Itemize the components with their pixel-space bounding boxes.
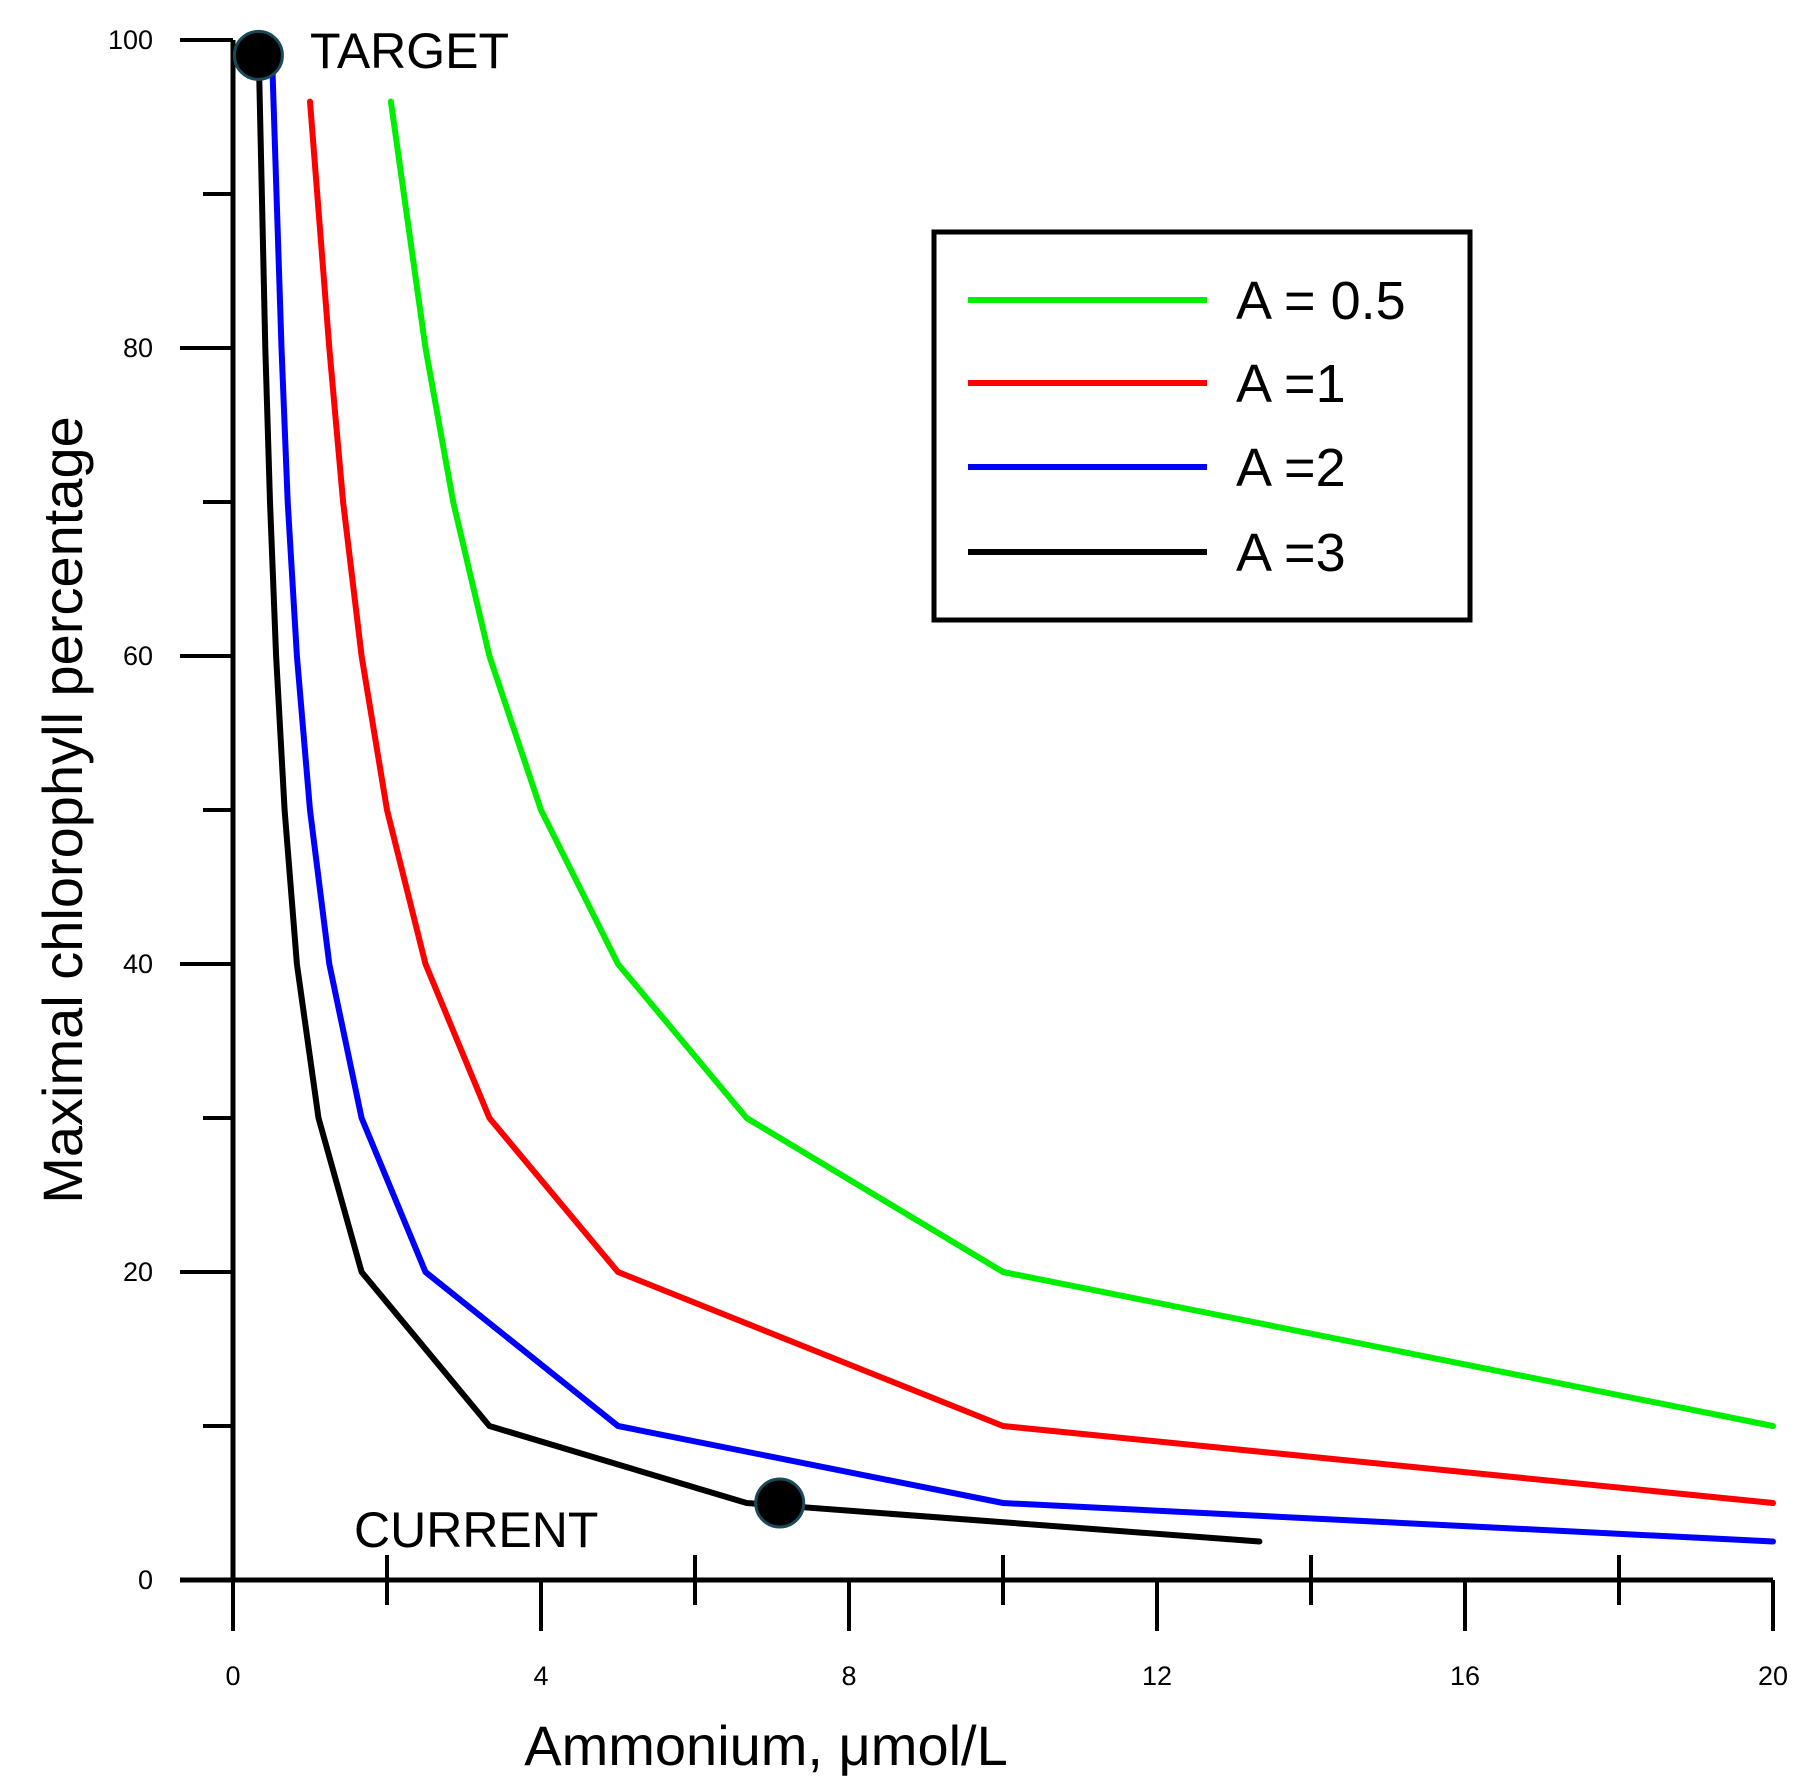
y-axis-title: Maximal chlorophyll percentage	[31, 416, 94, 1204]
legend-label-a1: A =1	[1236, 354, 1346, 414]
markers-layer	[232, 29, 806, 1529]
legend-box	[931, 229, 1473, 623]
legend-label-a3: A =3	[1236, 523, 1346, 583]
x-tick-label: 12	[1142, 1661, 1172, 1691]
annotation-target-marker	[232, 29, 284, 81]
y-tick-label: 80	[123, 333, 153, 363]
series-line-a2	[268, 37, 1776, 1545]
y-tick-label: 40	[123, 949, 153, 979]
x-tick-label: 8	[841, 1661, 856, 1691]
series-layer	[255, 37, 1776, 1545]
ticks-layer: 0 20 40 60 80 100 0 4 8 12 16 20	[108, 25, 1788, 1691]
annotation-current-marker	[754, 1477, 806, 1529]
x-axis-title: Ammonium, μmol/L	[524, 1714, 1008, 1777]
series-line-a05	[387, 98, 1776, 1429]
legend-label-a05: A = 0.5	[1236, 271, 1406, 331]
y-tick-label: 60	[123, 641, 153, 671]
x-tick-label: 16	[1450, 1661, 1480, 1691]
legend-label-a2: A =2	[1236, 438, 1346, 498]
y-tick-label: 100	[108, 25, 153, 55]
x-tick-label: 4	[533, 1661, 548, 1691]
x-tick-label: 0	[225, 1661, 240, 1691]
legend: A = 0.5 A =1 A =2 A =3	[931, 229, 1473, 623]
series-line-a1	[307, 98, 1776, 1506]
series-line-a3	[255, 37, 1263, 1545]
annotation-target-label: TARGET	[310, 23, 509, 79]
y-tick-label: 0	[138, 1565, 153, 1595]
x-tick-label: 20	[1758, 1661, 1788, 1691]
annotation-current-label: CURRENT	[354, 1502, 598, 1558]
y-tick-label: 20	[123, 1257, 153, 1287]
